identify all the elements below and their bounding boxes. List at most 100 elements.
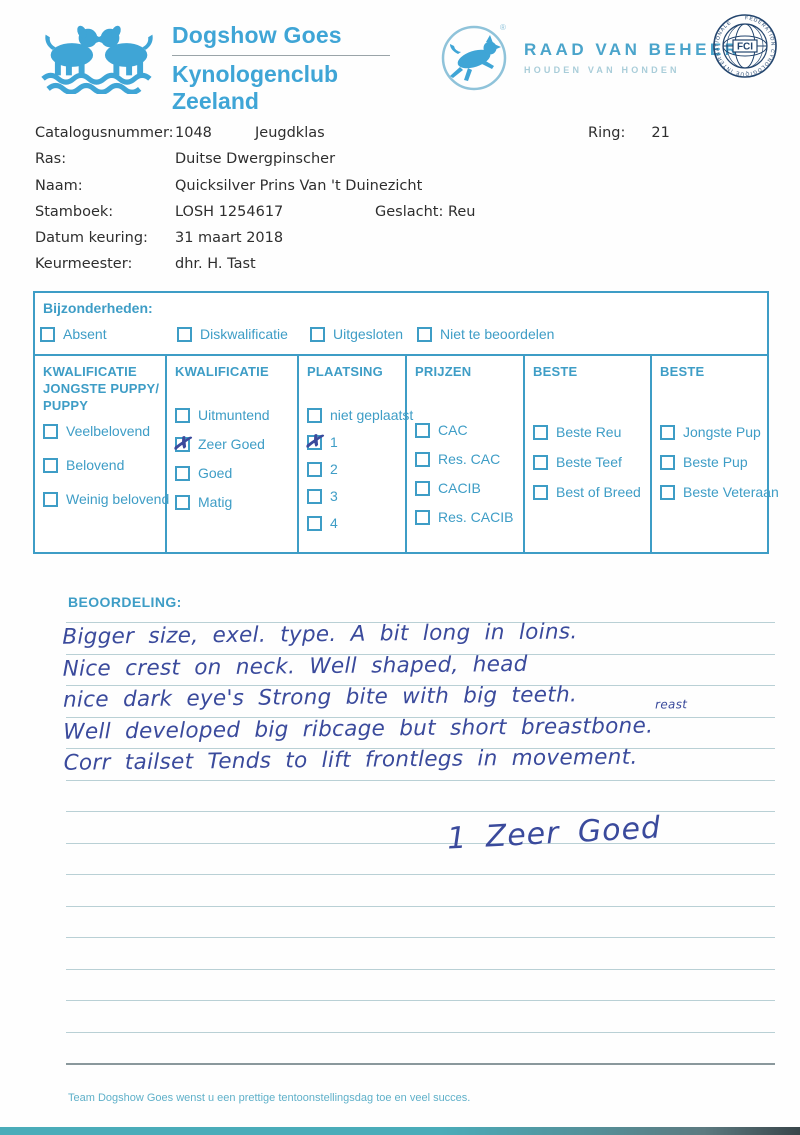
checkbox-option[interactable]: 4: [307, 515, 403, 531]
checkbox-icon[interactable]: [310, 326, 325, 342]
checkbox-option[interactable]: Jongste Pup: [660, 424, 765, 440]
checkbox-icon[interactable]: [415, 422, 430, 438]
ring-label: Ring:: [588, 125, 626, 141]
checkbox-option[interactable]: Niet te beoordelen: [417, 326, 554, 342]
checkbox-option[interactable]: 2: [307, 461, 403, 477]
ruled-line: [66, 1031, 775, 1033]
checkbox-label: Beste Veteraan: [683, 484, 779, 500]
checkbox-option[interactable]: Beste Reu: [533, 424, 648, 440]
field-label: Ras:: [35, 151, 67, 168]
checkbox-icon[interactable]: [533, 424, 548, 440]
checkbox-option[interactable]: Goed: [175, 465, 295, 481]
column-header: BESTE: [533, 364, 578, 379]
checkbox-option[interactable]: ✗ Zeer Goed: [171, 431, 295, 456]
checkbox-icon[interactable]: [307, 407, 322, 423]
checkbox-icon[interactable]: [175, 494, 190, 510]
raad-logo-text: RAAD VAN BEHEER HOUDEN VAN HONDEN: [524, 40, 741, 75]
checkbox-icon[interactable]: [43, 491, 58, 507]
checkbox-option[interactable]: Absent: [40, 326, 107, 342]
checkbox-option[interactable]: Uitmuntend: [175, 407, 295, 423]
checkbox-icon[interactable]: [307, 488, 322, 504]
checkbox-option[interactable]: Weinig belovend: [43, 491, 169, 507]
checkbox-label: Res. CAC: [438, 451, 501, 467]
checkbox-icon[interactable]: [533, 454, 548, 470]
checkbox-icon[interactable]: [175, 407, 190, 423]
checkbox-option[interactable]: Res. CAC: [415, 451, 521, 467]
checkbox-option[interactable]: Beste Teef: [533, 454, 648, 470]
checkbox-option[interactable]: Best of Breed: [533, 484, 648, 500]
info-fields: Catalogusnummer:1048 Jeugdklas Ras: Duits…: [35, 120, 595, 278]
checkbox-icon[interactable]: [43, 457, 58, 473]
column-plaatsing: PLAATSING niet geplaatst ✗ 1 2 3 4: [297, 356, 413, 552]
checkbox-icon[interactable]: [415, 451, 430, 467]
checkbox-icon[interactable]: [177, 326, 192, 342]
checkbox-label: CACIB: [438, 480, 481, 496]
checkbox-option[interactable]: ✗ 1: [303, 429, 403, 454]
checkbox-icon[interactable]: ✗: [303, 429, 323, 454]
svg-text:®: ®: [500, 23, 506, 32]
column-kwalificatie-puppy: KWALIFICATIE JONGSTE PUPPY/ PUPPY Veelbe…: [35, 356, 169, 552]
ruled-line: [66, 905, 775, 907]
info-row-datum-keuring: Datum keuring: 31 maart 2018: [35, 225, 595, 251]
club-logo-text: Dogshow Goes Kynologenclub Zeeland: [172, 22, 412, 115]
ruled-line: [66, 937, 775, 938]
checkbox-label: 2: [330, 461, 338, 477]
club-subtitle: Kynologenclub Zeeland: [172, 61, 339, 114]
info-row-naam: Naam: Quicksilver Prins Van 't Duinezicht: [35, 173, 595, 199]
checkbox-option[interactable]: Res. CACIB: [415, 509, 521, 525]
checkbox-label: Niet te beoordelen: [440, 326, 555, 342]
checkbox-icon[interactable]: [417, 326, 432, 342]
field-label: Keurmeester:: [35, 256, 133, 273]
bottom-accent-bar: [0, 1127, 800, 1135]
checkbox-label: Beste Teef: [556, 454, 622, 470]
checkbox-label: Uitmuntend: [198, 407, 270, 423]
checkbox-icon[interactable]: [307, 515, 322, 531]
checkbox-icon[interactable]: [415, 509, 430, 525]
info-row-keurmeester: Keurmeester: dhr. H. Tast: [35, 251, 595, 277]
checkbox-icon[interactable]: [660, 424, 675, 440]
fci-logo: FÉDÉRATION CYNOLOGIQUE INTERNATIONALE FC…: [711, 12, 779, 85]
info-row-catalogusnummer: Catalogusnummer:1048 Jeugdklas: [35, 120, 595, 146]
checkbox-icon[interactable]: [415, 480, 430, 496]
column-header: PLAATSING: [307, 364, 383, 379]
ruled-line: [66, 811, 775, 812]
fci-label: FCI: [737, 42, 753, 53]
fci-globe-icon: FÉDÉRATION CYNOLOGIQUE INTERNATIONALE FC…: [713, 14, 777, 78]
checkbox-option[interactable]: Belovend: [43, 457, 163, 473]
checkbox-label: 1: [330, 434, 338, 450]
checkbox-option[interactable]: CACIB: [415, 480, 521, 496]
checkbox-icon[interactable]: [660, 454, 675, 470]
checkbox-option[interactable]: niet geplaatst: [307, 407, 413, 423]
checkbox-icon[interactable]: [660, 484, 675, 500]
checkbox-icon[interactable]: ✗: [171, 431, 191, 456]
checkbox-option[interactable]: CAC: [415, 422, 521, 438]
checkbox-option[interactable]: Beste Pup: [660, 454, 765, 470]
checkbox-icon[interactable]: [175, 465, 190, 481]
checkbox-label: Matig: [198, 494, 233, 510]
ruled-lines: [66, 622, 775, 1072]
checkbox-label: Veelbelovend: [66, 423, 151, 439]
field-label: Stamboek:: [35, 203, 114, 220]
pen-check-mark-icon: ✗: [171, 431, 192, 456]
bijzonderheden-options: Absent Diskwalificatie Uitgesloten Niet te …: [35, 326, 767, 348]
jumping-dog-icon: ®: [441, 23, 507, 91]
checkbox-option[interactable]: 3: [307, 488, 403, 504]
checkbox-icon[interactable]: [533, 484, 548, 500]
checkbox-icon[interactable]: [307, 461, 322, 477]
checkbox-icon[interactable]: [40, 326, 55, 342]
pen-check-mark-icon: ✗: [303, 429, 324, 454]
ruled-line: [66, 968, 775, 970]
beoordeling-label: BEOORDELING:: [68, 594, 182, 610]
checkbox-option[interactable]: Veelbelovend: [43, 423, 163, 439]
checkbox-option[interactable]: Beste Veteraan: [660, 484, 779, 500]
column-beste-geslacht: BESTE Beste Reu Beste Teef Best of Breed: [523, 356, 650, 552]
checkbox-option[interactable]: Matig: [175, 494, 295, 510]
ring-value: 21: [651, 125, 670, 141]
checkbox-label: Zeer Goed: [198, 436, 265, 452]
bijzonderheden-title: Bijzonderheden:: [43, 300, 153, 316]
checkbox-label: Goed: [198, 465, 233, 481]
checkbox-icon[interactable]: [43, 423, 58, 439]
checkbox-option[interactable]: Diskwalificatie: [177, 326, 288, 342]
checkbox-option[interactable]: Uitgesloten: [310, 326, 403, 342]
info-row-ras: Ras: Duitse Dwergpinscher: [35, 146, 595, 172]
